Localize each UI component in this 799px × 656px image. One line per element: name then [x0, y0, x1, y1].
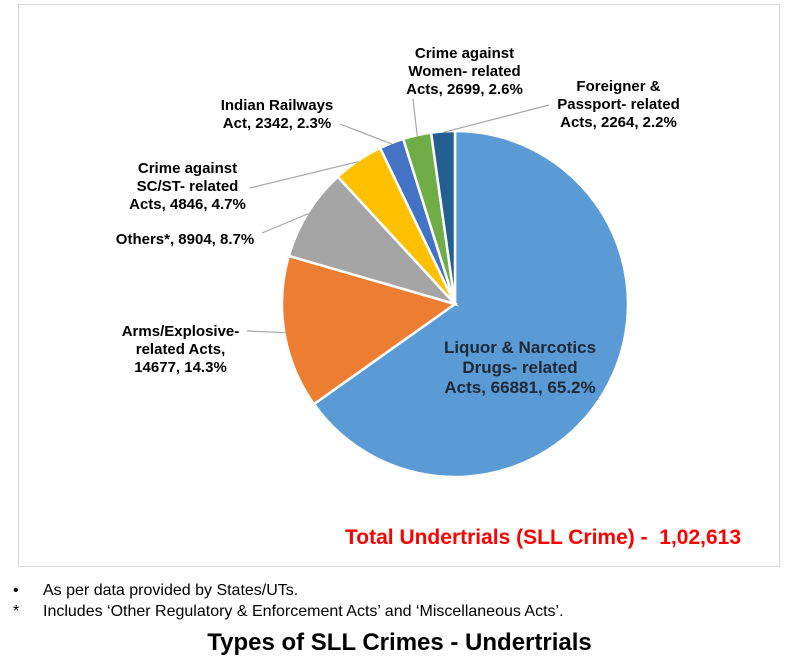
label-line: Acts, 2699, 2.6%	[406, 81, 523, 98]
asterisk-marker: *	[13, 603, 20, 620]
slice-label-liquor-narcotics: Liquor & Narcotics Drugs- related Acts, …	[420, 338, 620, 398]
footnote-text: As per data provided by States/UTs.	[43, 582, 299, 599]
pie-slice-0	[312, 129, 630, 479]
label-line: Arms/Explosive-	[121, 323, 240, 340]
footnote-others-definition: * Includes ‘Other Regulatory & Enforceme…	[13, 603, 789, 621]
label-line: Others*, 8904, 8.7%	[115, 231, 255, 248]
label-line: Crime against	[414, 45, 515, 62]
chart-title: Types of SLL Crimes - Undertrials	[207, 629, 592, 656]
label-line: Acts, 66881, 65.2%	[444, 378, 596, 397]
slice-label-foreigner-passport: Foreigner & Passport- related Acts, 2264…	[547, 78, 690, 132]
label-line: Indian Railways	[220, 97, 334, 114]
leader-line-others	[261, 212, 309, 234]
label-line: Liquor & Narcotics	[443, 338, 597, 357]
label-line: Crime against	[137, 160, 238, 177]
footnote-text: Includes ‘Other Regulatory & Enforcement…	[43, 603, 564, 620]
bullet-marker: •	[13, 582, 19, 599]
slice-label-crime-against-women: Crime against Women- related Acts, 2699,…	[396, 45, 533, 99]
leader-line-railways	[339, 123, 393, 145]
label-line: SC/ST- related	[136, 178, 239, 195]
pie-slice-2	[287, 174, 459, 307]
total-undertrials-label: Total Undertrials (SLL Crime) - 1,02,613	[345, 526, 742, 549]
leader-line-women	[412, 98, 418, 137]
label-line: Passport- related	[557, 96, 680, 113]
leader-line-scst	[249, 161, 359, 189]
pie-slices-group	[280, 129, 630, 479]
pie-slice-6	[429, 129, 457, 305]
label-line: Women- related	[408, 63, 521, 80]
footnote-states-uts: • As per data provided by States/UTs.	[13, 582, 789, 600]
slice-label-scst: Crime against SC/ST- related Acts, 4846,…	[115, 160, 260, 214]
label-line: 14677, 14.3%	[134, 359, 227, 376]
slice-label-arms-explosive: Arms/Explosive- related Acts, 14677, 14.…	[108, 323, 253, 377]
leader-lines-group	[246, 98, 550, 334]
leader-line-foreigner	[442, 104, 550, 133]
label-line: Act, 2342, 2.3%	[222, 115, 332, 132]
label-line: Acts, 2264, 2.2%	[560, 114, 677, 131]
label-line: Acts, 4846, 4.7%	[129, 196, 246, 213]
label-line: Foreigner &	[576, 78, 661, 95]
slice-label-others: Others*, 8904, 8.7%	[95, 231, 275, 249]
label-line: related Acts,	[135, 341, 226, 358]
leader-line-arms	[246, 330, 286, 334]
slice-label-indian-railways: Indian Railways Act, 2342, 2.3%	[203, 97, 351, 133]
label-line: Drugs- related	[462, 358, 578, 377]
